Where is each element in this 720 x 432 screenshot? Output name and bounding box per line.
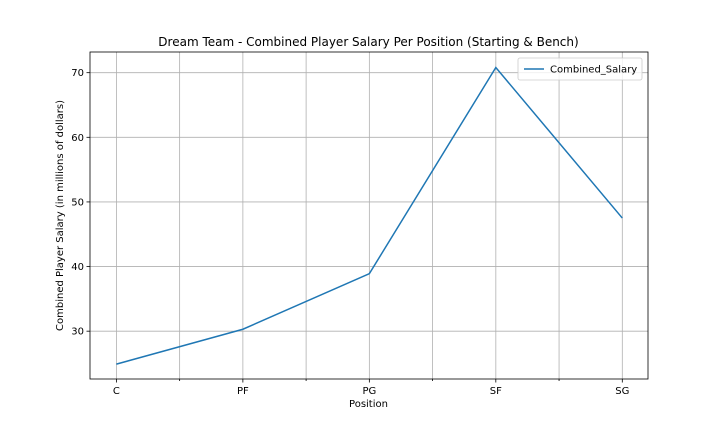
axes-layer: C PF PG SF SG 30 40 50 60 70 [71, 51, 649, 397]
plot-frame [89, 51, 649, 380]
y-tick-label: 60 [71, 133, 84, 144]
x-axis-label: Position [349, 399, 388, 410]
x-tick-label: SF [490, 386, 502, 397]
legend: Combined_Salary [517, 57, 643, 81]
x-tick-label: SG [615, 386, 629, 397]
x-tick-label: C [113, 386, 120, 397]
y-tick-label: 50 [71, 197, 84, 208]
x-tick-label: PF [237, 386, 249, 397]
legend-label: Combined_Salary [550, 65, 637, 76]
x-tick-label: PG [362, 386, 376, 397]
chart-title: Dream Team - Combined Player Salary Per … [158, 35, 578, 49]
series-layer [116, 66, 623, 365]
y-axis-label: Combined Player Salary (in millions of d… [55, 100, 66, 331]
y-tick-label: 40 [71, 262, 84, 273]
y-tick-label: 70 [71, 68, 84, 79]
grid-layer [90, 52, 648, 379]
y-tick-label: 30 [71, 327, 84, 338]
legend-box [517, 57, 643, 81]
